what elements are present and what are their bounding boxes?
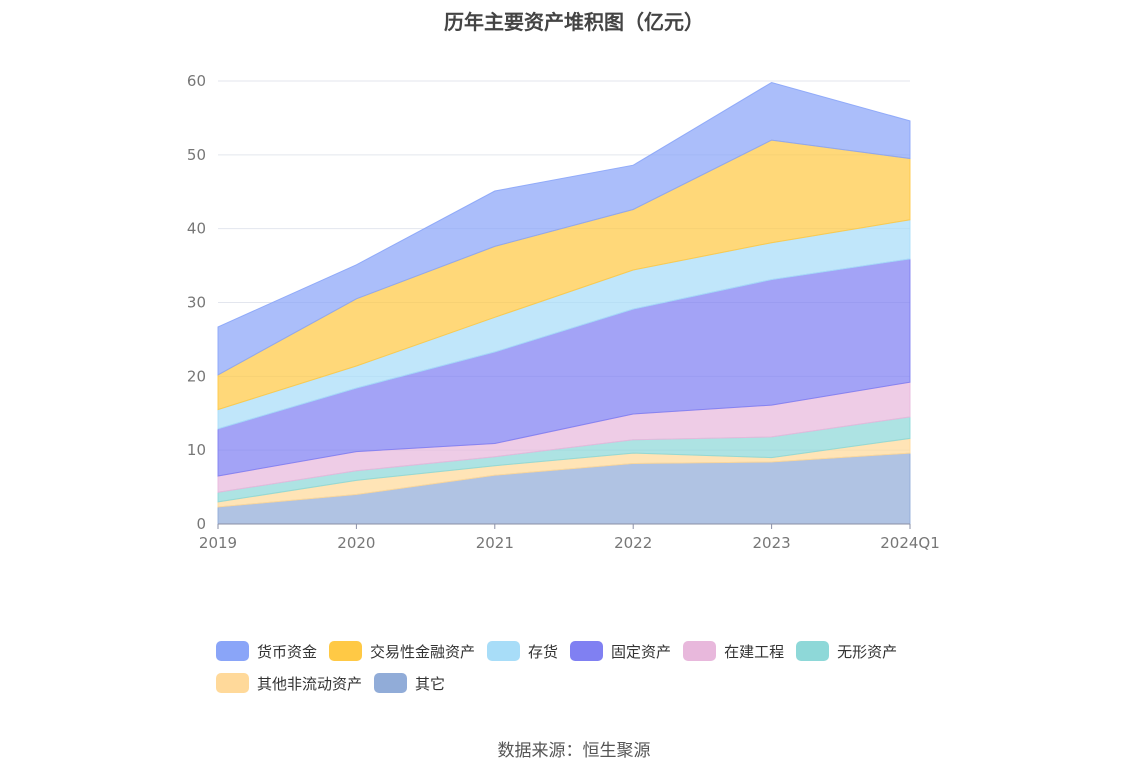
x-tick-label: 2024Q1 [880, 534, 940, 552]
legend-swatch-other [374, 673, 408, 693]
legend-label: 货币资金 [257, 642, 318, 661]
legend-label: 其它 [415, 674, 446, 693]
legend-swatch-intangible-assets [796, 641, 830, 661]
legend-label: 固定资产 [611, 642, 672, 661]
y-tick-label: 30 [187, 294, 206, 312]
legend: 货币资金 交易性金融资产 存货 固定资产 在建工程 无形资产 其他非流动资产 [216, 640, 976, 694]
x-tick-label: 2023 [753, 534, 791, 552]
legend-swatch-fixed-assets [570, 641, 604, 661]
chart-title: 历年主要资产堆积图（亿元） [444, 10, 704, 34]
legend-item-trading-financial-assets[interactable]: 交易性金融资产 [329, 640, 475, 662]
legend-item-other-noncurrent-assets[interactable]: 其他非流动资产 [216, 672, 362, 694]
legend-label: 其他非流动资产 [257, 674, 363, 693]
legend-swatch-inventory [487, 641, 521, 661]
legend-item-other[interactable]: 其它 [374, 672, 445, 694]
legend-label: 存货 [528, 642, 559, 661]
legend-label: 交易性金融资产 [370, 642, 476, 661]
legend-item-intangible-assets[interactable]: 无形资产 [796, 640, 897, 662]
legend-swatch-monetary-funds [216, 641, 249, 661]
y-tick-label: 60 [187, 72, 206, 90]
axes: 0 10 20 30 40 50 60 2019 2020 2021 2022 2023 2024Q1 [187, 72, 940, 552]
legend-label: 无形资产 [837, 642, 898, 661]
legend-item-inventory[interactable]: 存货 [487, 640, 558, 662]
x-tick-label: 2021 [476, 534, 514, 552]
legend-item-construction-in-progress[interactable]: 在建工程 [683, 640, 784, 662]
x-tick-label: 2020 [337, 534, 375, 552]
legend-swatch-trading-financial-assets [329, 641, 363, 661]
y-tick-label: 40 [187, 220, 206, 238]
legend-label: 在建工程 [724, 642, 785, 661]
x-tick-label: 2019 [199, 534, 237, 552]
legend-item-fixed-assets[interactable]: 固定资产 [570, 640, 671, 662]
y-tick-label: 20 [187, 367, 206, 385]
y-tick-label: 50 [187, 146, 206, 164]
series-areas [217, 81, 911, 525]
legend-item-monetary-funds[interactable]: 货币资金 [216, 640, 317, 662]
y-tick-label: 10 [187, 441, 206, 459]
legend-swatch-construction-in-progress [683, 641, 717, 661]
area-series-7[interactable] [217, 81, 911, 376]
legend-swatch-other-noncurrent-assets [216, 673, 249, 693]
x-tick-label: 2022 [614, 534, 652, 552]
y-tick-label: 0 [196, 515, 206, 533]
data-source-note: 数据来源：恒生聚源 [497, 741, 651, 761]
